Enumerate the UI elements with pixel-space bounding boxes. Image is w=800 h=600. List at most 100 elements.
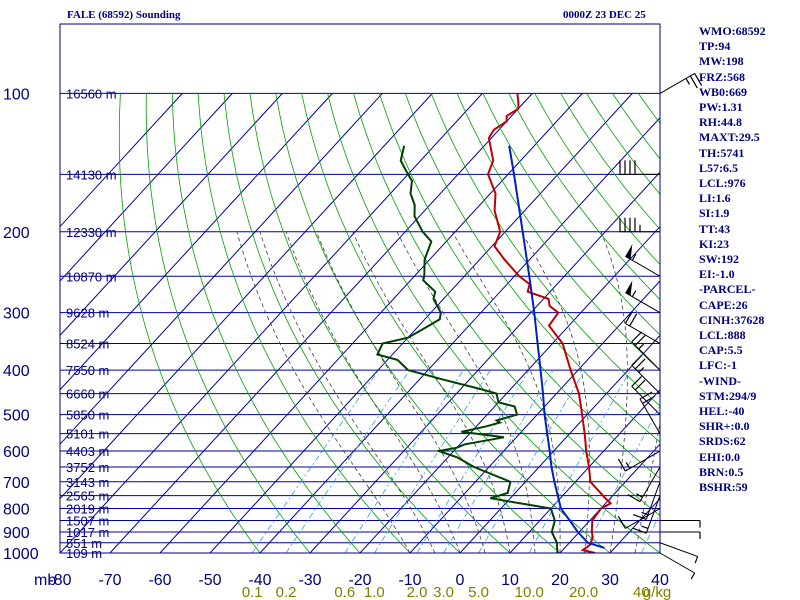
barb-flag: [625, 280, 633, 296]
pressure-tick-label: 200: [3, 225, 30, 242]
dry-adiabat: [456, 93, 660, 371]
wind-barb: [617, 508, 661, 529]
pressure-tick-label: 100: [3, 86, 30, 103]
temperature-tick-label: 10: [501, 572, 519, 589]
moist-adiabat: [352, 231, 511, 553]
barb-staff: [645, 495, 661, 534]
isotherm: [409, 280, 660, 553]
stat-9: L57:6.5: [699, 160, 738, 175]
mixing-ratio-line: [344, 369, 464, 553]
barb-staff: [625, 450, 661, 472]
barb-feather: [694, 73, 703, 86]
wind-barb: [624, 311, 661, 344]
barb-feather: [639, 391, 653, 400]
mixing-ratio-label: 2.0: [407, 584, 428, 600]
moist-adiabat: [451, 231, 561, 553]
mixing-ratio-line: [641, 512, 660, 553]
wind-barb: [659, 72, 703, 94]
moist-adiabat: [259, 231, 436, 553]
stat-22: LFC:-1: [699, 358, 737, 373]
isotherm: [60, 93, 333, 391]
moist-adiabat: [634, 420, 660, 553]
isotherm: [159, 93, 583, 553]
temperature-tick-label: -60: [148, 572, 171, 589]
wind-barb: [632, 495, 661, 534]
stat-13: TT:43: [699, 221, 731, 236]
stat-7: MAXT:29.5: [699, 130, 760, 145]
barb-staff: [639, 398, 661, 434]
wind-barb: [660, 531, 701, 539]
wind-barb: [660, 520, 701, 528]
stat-26: SHR+:0.0: [699, 419, 750, 434]
height-label: 1017 m: [66, 525, 109, 540]
barb-staff: [659, 552, 695, 574]
barb-staff: [631, 341, 661, 371]
mixing-ratio-label: 0.1: [242, 584, 263, 600]
isotherm: [459, 334, 660, 553]
dry-adiabat: [430, 93, 660, 407]
barb-staff: [639, 466, 661, 502]
barb-staff: [625, 323, 661, 344]
pressure-tick-label: 300: [3, 306, 30, 323]
mixing-ratio-label: 0.2: [276, 584, 297, 600]
dry-adiabat: [145, 93, 311, 553]
barb-feather: [689, 75, 698, 89]
wind-barb: [625, 244, 661, 277]
barb-half-feather: [638, 343, 645, 350]
barb-feather: [642, 395, 655, 404]
mixing-ratio-line: [583, 404, 660, 553]
dry-adiabat: [379, 93, 660, 480]
stat-25: HEL:-40: [699, 404, 745, 419]
isotherm: [60, 93, 283, 337]
barb-feather: [627, 494, 641, 503]
valid-time: 0000Z 23 DEC 25: [563, 9, 646, 21]
pressure-tick-label: 1000: [3, 546, 39, 563]
mixing-ratio-label: 5.0: [468, 584, 489, 600]
barb-half-feather: [638, 367, 645, 373]
barb-staff: [625, 508, 661, 529]
dry-adiabat: [508, 93, 660, 301]
temperature-tick-label: -80: [48, 572, 71, 589]
parcel-line: [508, 145, 605, 549]
moist-adiabat: [316, 231, 486, 553]
dry-adiabat: [586, 93, 660, 195]
mixing-ratio-line: [478, 369, 586, 553]
stat-20: LCL:888: [699, 328, 746, 343]
stat-4: WB0:669: [699, 84, 747, 99]
barb-staff: [625, 255, 661, 277]
barb-feather: [629, 313, 638, 327]
pressure-tick-label: 500: [3, 408, 30, 425]
stat-0: WMO:68592: [699, 24, 766, 38]
barb-half-feather: [636, 493, 643, 498]
barb-feather: [634, 358, 646, 370]
isotherm: [60, 93, 383, 445]
barb-feather: [634, 335, 646, 346]
pressure-tick-label: 700: [3, 475, 30, 492]
temperature-line: [486, 93, 613, 553]
mixing-ratio-label: 20.0: [569, 584, 598, 600]
mixing-ratio-label: 40: [633, 584, 650, 600]
barb-feather: [631, 355, 643, 366]
temperature-tick-label: -40: [248, 572, 271, 589]
mixing-ratio-label: 3.0: [433, 584, 454, 600]
wind-barb: [627, 466, 661, 503]
stat-21: CAP:5.5: [699, 343, 743, 358]
stat-15: SW:192: [699, 252, 740, 267]
stat-18: CAPE:26: [699, 297, 748, 312]
height-label: 14130 m: [66, 167, 117, 182]
dry-adiabat: [482, 93, 660, 336]
mixing-ratio-label: 10.0: [515, 584, 544, 600]
height-label: 3143 m: [66, 475, 109, 490]
dry-adiabat: [275, 93, 561, 553]
height-label: 12330 m: [66, 225, 117, 240]
height-label: 4403 m: [66, 444, 109, 459]
height-label: 7550 m: [66, 363, 109, 378]
isotherm: [209, 93, 633, 553]
stat-17: -PARCEL-: [699, 282, 756, 297]
mixing-ratio-line: [285, 369, 411, 553]
isotherm: [60, 93, 433, 500]
pressure-tick-label: 800: [3, 501, 30, 518]
temperature-tick-label: -70: [98, 572, 121, 589]
moist-adiabat: [600, 231, 628, 553]
isotherm: [109, 93, 533, 553]
